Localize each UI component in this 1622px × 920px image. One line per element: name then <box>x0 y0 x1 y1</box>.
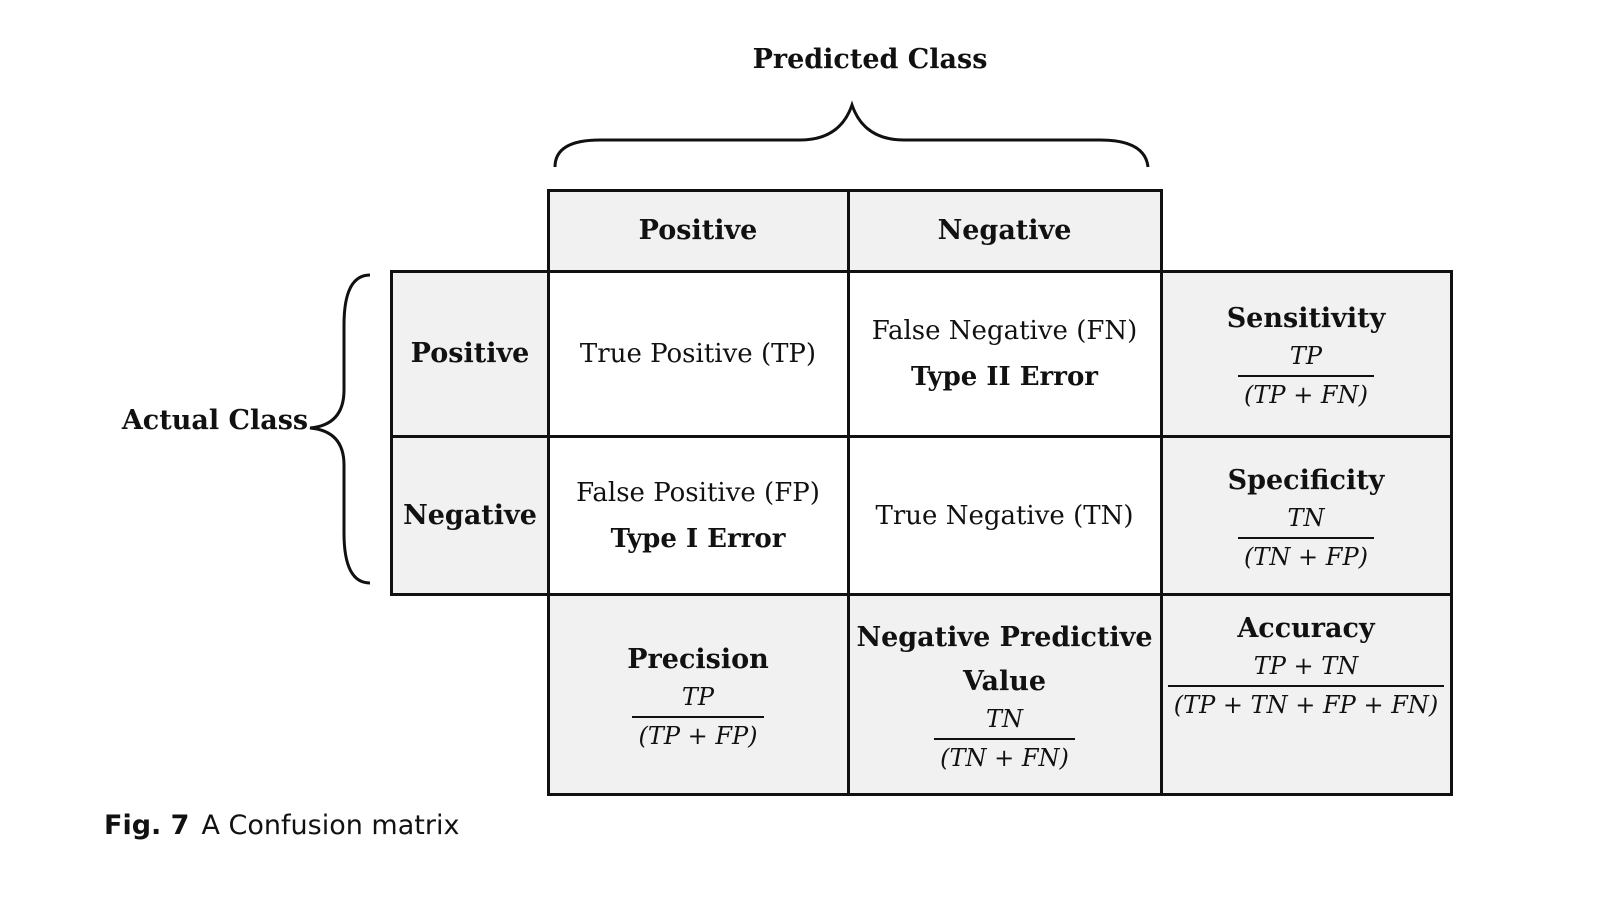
actual-class-brace <box>309 273 371 585</box>
specificity-denominator: (TN + FP) <box>1238 536 1374 573</box>
actual-class-label: Actual Class <box>121 405 309 436</box>
sensitivity-numerator: TP <box>1289 341 1323 370</box>
grid-line-bottom <box>547 793 1453 796</box>
accuracy-numerator: TP + TN <box>1253 652 1359 680</box>
accuracy-denominator: (TP + TN + FP + FN) <box>1167 685 1445 721</box>
precision-numerator: TP <box>681 683 715 711</box>
specificity-cell: Specificity TN (TN + FP) <box>1161 436 1451 595</box>
negative-predictive-value-cell: Negative Predictive Value TN (TN + FN) <box>848 595 1161 795</box>
figure-caption: Fig. 7 A Confusion matrix <box>104 810 459 841</box>
true-positive-cell: True Positive (TP) <box>548 271 848 436</box>
false-positive-cell: False Positive (FP) Type I Error <box>548 436 848 595</box>
npv-label-line2: Value <box>962 666 1047 697</box>
false-negative-text: False Negative (FN) <box>871 315 1138 346</box>
sensitivity-cell: Sensitivity TP (TP + FN) <box>1161 271 1451 436</box>
npv-numerator: TN <box>985 705 1023 733</box>
specificity-label: Specificity <box>1227 464 1385 496</box>
grid-line-row-middle <box>390 435 1453 438</box>
actual-negative-label: Negative <box>403 499 537 531</box>
predicted-negative-label: Negative <box>937 215 1072 246</box>
type-ii-error-text: Type II Error <box>910 361 1098 392</box>
precision-denominator: (TP + FP) <box>632 716 764 752</box>
actual-positive-label: Positive <box>410 337 530 369</box>
grid-line-top-header <box>547 189 1163 192</box>
figure-number: Fig. 7 <box>104 810 190 841</box>
sensitivity-label: Sensitivity <box>1226 302 1386 334</box>
figure-caption-text: A Confusion matrix <box>201 810 460 841</box>
grid-line-col-left <box>390 270 393 596</box>
predicted-negative-header: Negative <box>848 191 1161 271</box>
sensitivity-formula: TP (TP + FN) <box>1238 341 1374 411</box>
grid-line-col-1 <box>547 189 550 796</box>
accuracy-label: Accuracy <box>1237 613 1375 644</box>
precision-label: Precision <box>627 644 769 675</box>
sensitivity-denominator: (TP + FN) <box>1238 374 1374 411</box>
predicted-class-brace <box>553 100 1150 168</box>
actual-negative-header: Negative <box>392 436 548 595</box>
grid-line-col-right <box>1450 270 1453 796</box>
precision-formula: TP (TP + FP) <box>632 682 764 752</box>
grid-line-row-bottom <box>390 593 1453 596</box>
grid-line-row-top <box>390 270 1453 273</box>
npv-denominator: (TN + FN) <box>934 738 1075 774</box>
type-i-error-text: Type I Error <box>610 523 786 554</box>
false-negative-cell: False Negative (FN) Type II Error <box>848 271 1161 436</box>
true-positive-text: True Positive (TP) <box>579 338 817 369</box>
specificity-numerator: TN <box>1287 503 1325 532</box>
false-positive-text: False Positive (FP) <box>576 477 820 508</box>
precision-cell: Precision TP (TP + FP) <box>548 595 848 795</box>
grid-line-col-3 <box>1160 189 1163 796</box>
predicted-positive-label: Positive <box>638 215 758 246</box>
specificity-formula: TN (TN + FP) <box>1238 503 1374 573</box>
npv-label-line1: Negative Predictive <box>856 622 1153 653</box>
actual-positive-header: Positive <box>392 271 548 436</box>
accuracy-formula: TP + TN (TP + TN + FP + FN) <box>1167 651 1445 721</box>
predicted-class-label: Predicted Class <box>752 44 988 75</box>
grid-line-col-2 <box>847 189 850 796</box>
npv-formula: TN (TN + FN) <box>934 704 1075 774</box>
true-negative-text: True Negative (TN) <box>875 500 1134 531</box>
true-negative-cell: True Negative (TN) <box>848 436 1161 595</box>
predicted-positive-header: Positive <box>548 191 848 271</box>
accuracy-cell: Accuracy TP + TN (TP + TN + FP + FN) <box>1161 595 1451 795</box>
